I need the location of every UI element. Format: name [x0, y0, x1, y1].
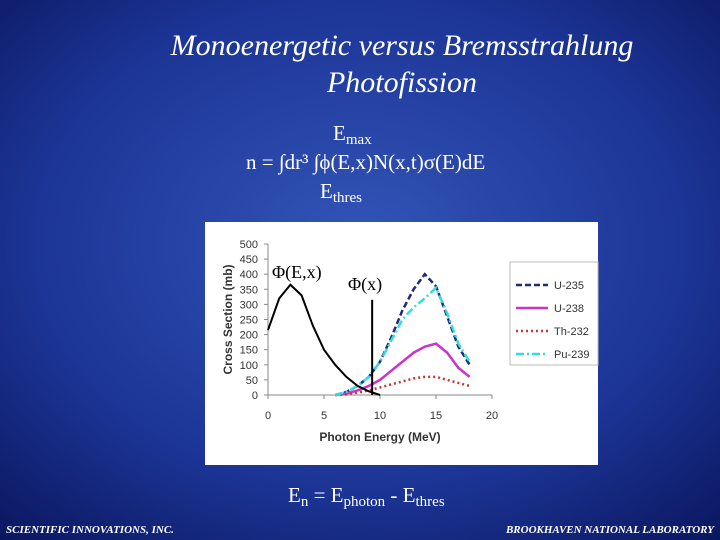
y-axis-label: Cross Section (mb)	[221, 264, 235, 374]
y-tick-label: 200	[240, 330, 258, 342]
formula-lower: Ethres	[320, 179, 362, 206]
annotation: Φ(x)	[348, 274, 382, 295]
legend-box	[509, 261, 599, 366]
y-tick-label: 50	[246, 375, 258, 387]
x-tick-label: 0	[265, 410, 271, 422]
y-tick-label: 150	[240, 345, 258, 357]
legend-label: U-235	[554, 280, 584, 292]
formula-upper: Emax	[333, 121, 372, 148]
series-line	[335, 342, 471, 397]
title-line: Monoenergetic versus Bremsstrahlung	[170, 29, 634, 62]
y-tick-label: 450	[240, 254, 258, 266]
title-line: Photofission	[326, 66, 477, 99]
x-tick-label: 5	[321, 410, 327, 422]
series-line	[334, 272, 471, 397]
energy-relation: En = Ephoton - Ethres	[288, 483, 445, 510]
annotation: Φ(E,x)	[272, 262, 322, 283]
x-axis-label: Photon Energy (MeV)	[319, 430, 440, 444]
footer-right: BROOKHAVEN NATIONAL LABORATORY	[505, 524, 715, 536]
x-tick-label: 15	[430, 410, 442, 422]
formula: Emax n = ∫dr³ ∫ϕ(E,x)N(x,t)σ(E)dE Ethres	[246, 121, 485, 206]
y-tick-label: 0	[252, 390, 258, 402]
footer-left: SCIENTIFIC INNOVATIONS, INC.	[6, 524, 174, 536]
y-tick-label: 500	[240, 239, 258, 251]
chart: 0 50 100 150 200 250 300 350 400 450 500 0 5 10 15 20 Ph…	[221, 239, 599, 444]
series-line	[267, 283, 381, 396]
legend-label: Pu-239	[554, 349, 589, 361]
y-tick-label: 250	[240, 315, 258, 327]
y-tick-label: 100	[240, 360, 258, 372]
x-tick-label: 20	[486, 410, 498, 422]
legend-label: Th-232	[554, 326, 589, 338]
formula-main: n = ∫dr³ ∫ϕ(E,x)N(x,t)σ(E)dE	[246, 150, 485, 175]
y-tick-label: 300	[240, 299, 258, 311]
y-tick-label: 350	[240, 284, 258, 296]
legend-label: U-238	[554, 303, 584, 315]
series-line	[334, 285, 471, 397]
x-tick-label: 10	[374, 410, 386, 422]
y-tick-label: 400	[240, 269, 258, 281]
